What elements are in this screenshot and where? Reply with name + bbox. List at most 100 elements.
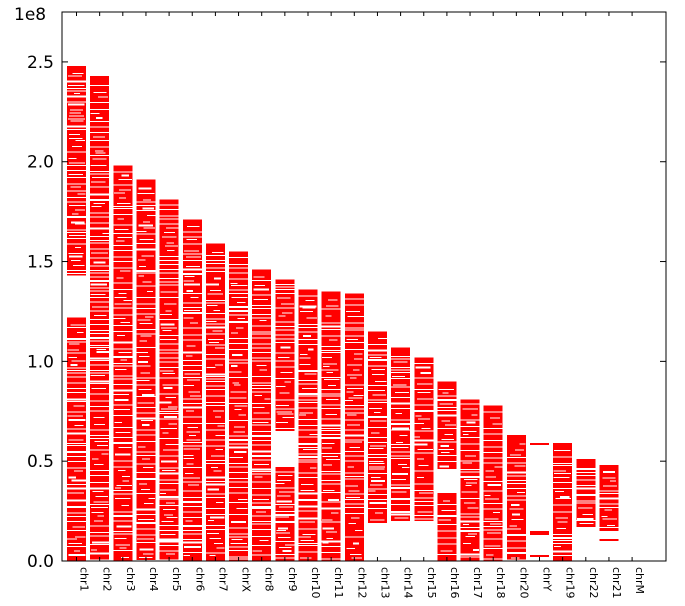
bar-gap [230, 282, 238, 284]
bar-gap [322, 464, 332, 466]
bar-gap [160, 370, 174, 372]
bar-gap [375, 512, 383, 514]
bar-gap [321, 325, 341, 328]
bar-gap [163, 303, 177, 305]
bar-gap [68, 103, 85, 106]
bar-chr8 [252, 269, 272, 561]
bar-gap [368, 448, 384, 450]
bar-gap [136, 308, 156, 310]
bar-gap [164, 514, 174, 516]
bar-gap [70, 120, 84, 122]
bar-gap [553, 511, 573, 513]
bar-gap [354, 358, 363, 360]
bar-gap [159, 479, 179, 481]
bar-gap [123, 299, 133, 301]
bar-gap [321, 322, 341, 324]
bar-gap [344, 408, 364, 410]
bar-gap [483, 446, 503, 448]
bar-gap [67, 369, 86, 371]
bar-gap [391, 386, 411, 388]
bar-gap [462, 408, 479, 410]
bar-gap [118, 179, 132, 181]
bar-gap [67, 231, 86, 233]
bar-gap [350, 554, 362, 555]
bar-gap [298, 383, 318, 385]
bar-gap [136, 463, 156, 465]
bar-gap [414, 497, 434, 499]
bar-gap [230, 543, 247, 545]
bar-gap [160, 291, 178, 293]
bar-gap [186, 265, 201, 267]
bar-gap [117, 218, 125, 220]
bar-gap [229, 463, 248, 464]
bar-gap [327, 299, 338, 301]
bar-gap [237, 318, 245, 320]
plot-frame [61, 11, 667, 562]
bar-gap [67, 337, 86, 340]
bar-gap [182, 339, 202, 341]
bar-gap [183, 310, 200, 312]
bar-gap [113, 208, 133, 210]
bar-chrY [530, 443, 549, 557]
bar-gap [252, 305, 272, 307]
bar-gap [137, 538, 155, 540]
bar-gap [437, 395, 457, 397]
bar-gap [205, 263, 225, 264]
bar-gap [67, 352, 86, 354]
bar-gap [186, 256, 202, 258]
bar-gap [299, 357, 311, 359]
bar-gap [326, 371, 333, 373]
bar-gap [321, 453, 341, 455]
bar-gap [344, 327, 364, 329]
bar-gap [143, 221, 150, 223]
bar-gap [138, 355, 150, 357]
bar-gap [417, 391, 431, 393]
bar-gap [367, 426, 387, 428]
bar-gap [68, 357, 77, 359]
bar-gap [113, 375, 133, 377]
bar-gap [252, 529, 272, 531]
bar-gap [278, 491, 295, 493]
bar-gap [367, 473, 387, 474]
bar-gap [207, 305, 218, 307]
bar-gap [185, 472, 194, 474]
bar-gap [96, 351, 110, 354]
bar-gap [68, 253, 84, 255]
bar-gap [97, 445, 109, 447]
bar-gap [138, 224, 153, 227]
bar-gap [392, 472, 408, 475]
bar-gap [212, 410, 224, 412]
bar-gap [553, 504, 573, 506]
bar-gap [511, 557, 520, 559]
bar-gap [113, 511, 133, 513]
bar-gap [252, 450, 272, 453]
bar-gap [321, 357, 332, 359]
bar-gap [344, 460, 364, 462]
bar-gap [186, 439, 201, 441]
x-tick-label-chr9: chr9 [286, 567, 299, 592]
bar-gap [205, 460, 225, 461]
bar-gap [344, 419, 364, 421]
bar-gap [229, 550, 248, 552]
bar-gap [463, 542, 472, 544]
y-tick-label: 2.5 [27, 53, 54, 73]
bar-gap [252, 550, 263, 552]
bar-gap [298, 369, 318, 372]
bar-gap [321, 424, 341, 427]
bar-gap [347, 466, 354, 468]
bar-gap [182, 524, 202, 527]
bar-gap [120, 359, 127, 361]
bar-gap [460, 553, 480, 556]
bar-gap [303, 334, 311, 337]
bar-gap [298, 543, 318, 545]
bar-gap [276, 404, 290, 406]
bar-gap [141, 394, 155, 397]
bar-gap [136, 434, 156, 436]
bar-gap [252, 435, 272, 437]
bar-segment-chr22-0 [576, 459, 596, 528]
bar-gap [91, 306, 109, 308]
bar-gap [462, 524, 470, 526]
bar-gap [67, 341, 86, 343]
bar-gap [414, 518, 434, 520]
bar-gap [229, 314, 248, 316]
